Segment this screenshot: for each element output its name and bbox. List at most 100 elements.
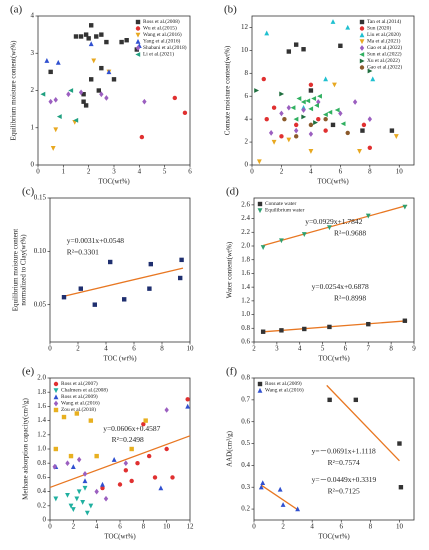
point [286, 104, 292, 111]
y-tick-label: 0.5 [241, 439, 250, 447]
point [367, 68, 373, 74]
x-tick-label: 4 [310, 523, 314, 531]
point [55, 59, 61, 65]
panel-label: (c) [22, 186, 35, 198]
legend-marker [53, 381, 59, 387]
legend-marker [135, 32, 141, 38]
x-tick-label: 0 [252, 523, 256, 531]
x-tick-label: 9 [412, 345, 416, 353]
point [96, 88, 101, 93]
point [142, 98, 147, 105]
x-axis-label: TOC(wt%) [104, 533, 136, 541]
point [66, 91, 71, 98]
point [65, 460, 70, 467]
point [286, 49, 292, 54]
y-tick-label: 0.8 [241, 324, 250, 332]
legend-marker [359, 58, 365, 64]
legend-marker [135, 45, 141, 51]
point [185, 397, 190, 402]
y-tick-label: 2.0 [37, 374, 46, 382]
x-axis-label: TOC(wt%) [98, 178, 130, 186]
y-tick-label: 2 [31, 86, 35, 94]
point [94, 453, 99, 459]
x-tick-label: 2 [280, 168, 284, 176]
legend-entry: Ross et al.(2007) [53, 380, 98, 387]
point [134, 47, 139, 52]
x-tick-label: 5 [321, 345, 325, 353]
trend-line [260, 484, 298, 511]
point [345, 24, 351, 30]
point [330, 122, 336, 128]
point [327, 397, 332, 403]
point [327, 324, 332, 330]
legend-label: Gao et al.(2022) [367, 64, 402, 71]
x-tick-label: 8 [389, 345, 393, 353]
point [260, 245, 266, 251]
point [164, 407, 169, 413]
y-axis-label: Methane adsorption capacity(cm³/g) [22, 398, 30, 500]
x-tick-label: 6 [132, 345, 136, 353]
annotation: R²=0.2498 [112, 435, 144, 444]
legend-marker [359, 39, 365, 45]
point [317, 93, 322, 99]
legend-marker [135, 26, 141, 31]
legend-marker [53, 388, 59, 394]
point [53, 496, 59, 502]
point [52, 463, 57, 470]
point [48, 98, 53, 105]
y-axis-label: Connate moisture content(wt%) [224, 45, 232, 135]
point [398, 485, 404, 490]
point [83, 103, 89, 108]
panel: (c) 0 2 4 6 8 10 0.05 0.10 0.15 TOC (wt%) Equilibri… [12, 186, 194, 363]
y-tick-label: 4 [245, 115, 249, 123]
point [123, 468, 129, 473]
point [106, 69, 112, 75]
panel-label: (f) [226, 366, 237, 378]
legend-entry: Zou et al.(2018) [53, 406, 96, 413]
x-tick-label: 5 [163, 168, 167, 176]
point [316, 116, 321, 122]
point [279, 134, 284, 139]
point [302, 326, 307, 332]
x-tick-label: 10 [187, 345, 195, 353]
point [61, 414, 67, 420]
legend-label: Shabani et al.(2018) [143, 44, 187, 51]
point [172, 95, 177, 101]
x-tick-label: 4 [138, 168, 142, 176]
point [256, 159, 262, 165]
point [104, 39, 109, 45]
point [123, 460, 129, 467]
panel: (b) 0 2 4 6 8 10 0 2 4 6 8 10 12 TOC(wt%) Connate moist… [224, 4, 415, 186]
legend-marker [257, 208, 263, 214]
y-tick-label: 1.6 [241, 269, 250, 277]
legend-entry: Equilibrium water [257, 208, 305, 214]
point [88, 418, 94, 423]
legend-entry: Yang et al.(2016) [135, 38, 181, 45]
legend-marker [257, 387, 263, 393]
point [357, 149, 362, 154]
legend-label: Ma et al.(2021) [367, 38, 401, 45]
point [81, 99, 86, 104]
point [111, 457, 117, 462]
point [73, 117, 79, 123]
point [99, 91, 104, 98]
point [135, 461, 140, 466]
y-tick-label: 1.0 [37, 445, 46, 453]
point [74, 411, 80, 416]
point [332, 82, 337, 88]
x-tick-label: 0 [250, 168, 254, 176]
point [286, 137, 292, 143]
annotation: y=0.0929x+1.7842 [305, 217, 362, 226]
annotation: R²=0.7125 [328, 486, 360, 495]
y-tick-label: 1.4 [37, 416, 46, 424]
point [78, 89, 84, 96]
point [103, 495, 109, 502]
x-tick-label: 0 [48, 523, 52, 531]
x-tick-label: 6 [339, 168, 343, 176]
point [293, 127, 299, 134]
point [108, 259, 113, 265]
legend-entry: Shabani et al.(2018) [135, 44, 187, 51]
x-tick-label: 6 [344, 345, 348, 353]
y-tick-label: 0.15 [34, 194, 47, 202]
point [367, 116, 373, 123]
